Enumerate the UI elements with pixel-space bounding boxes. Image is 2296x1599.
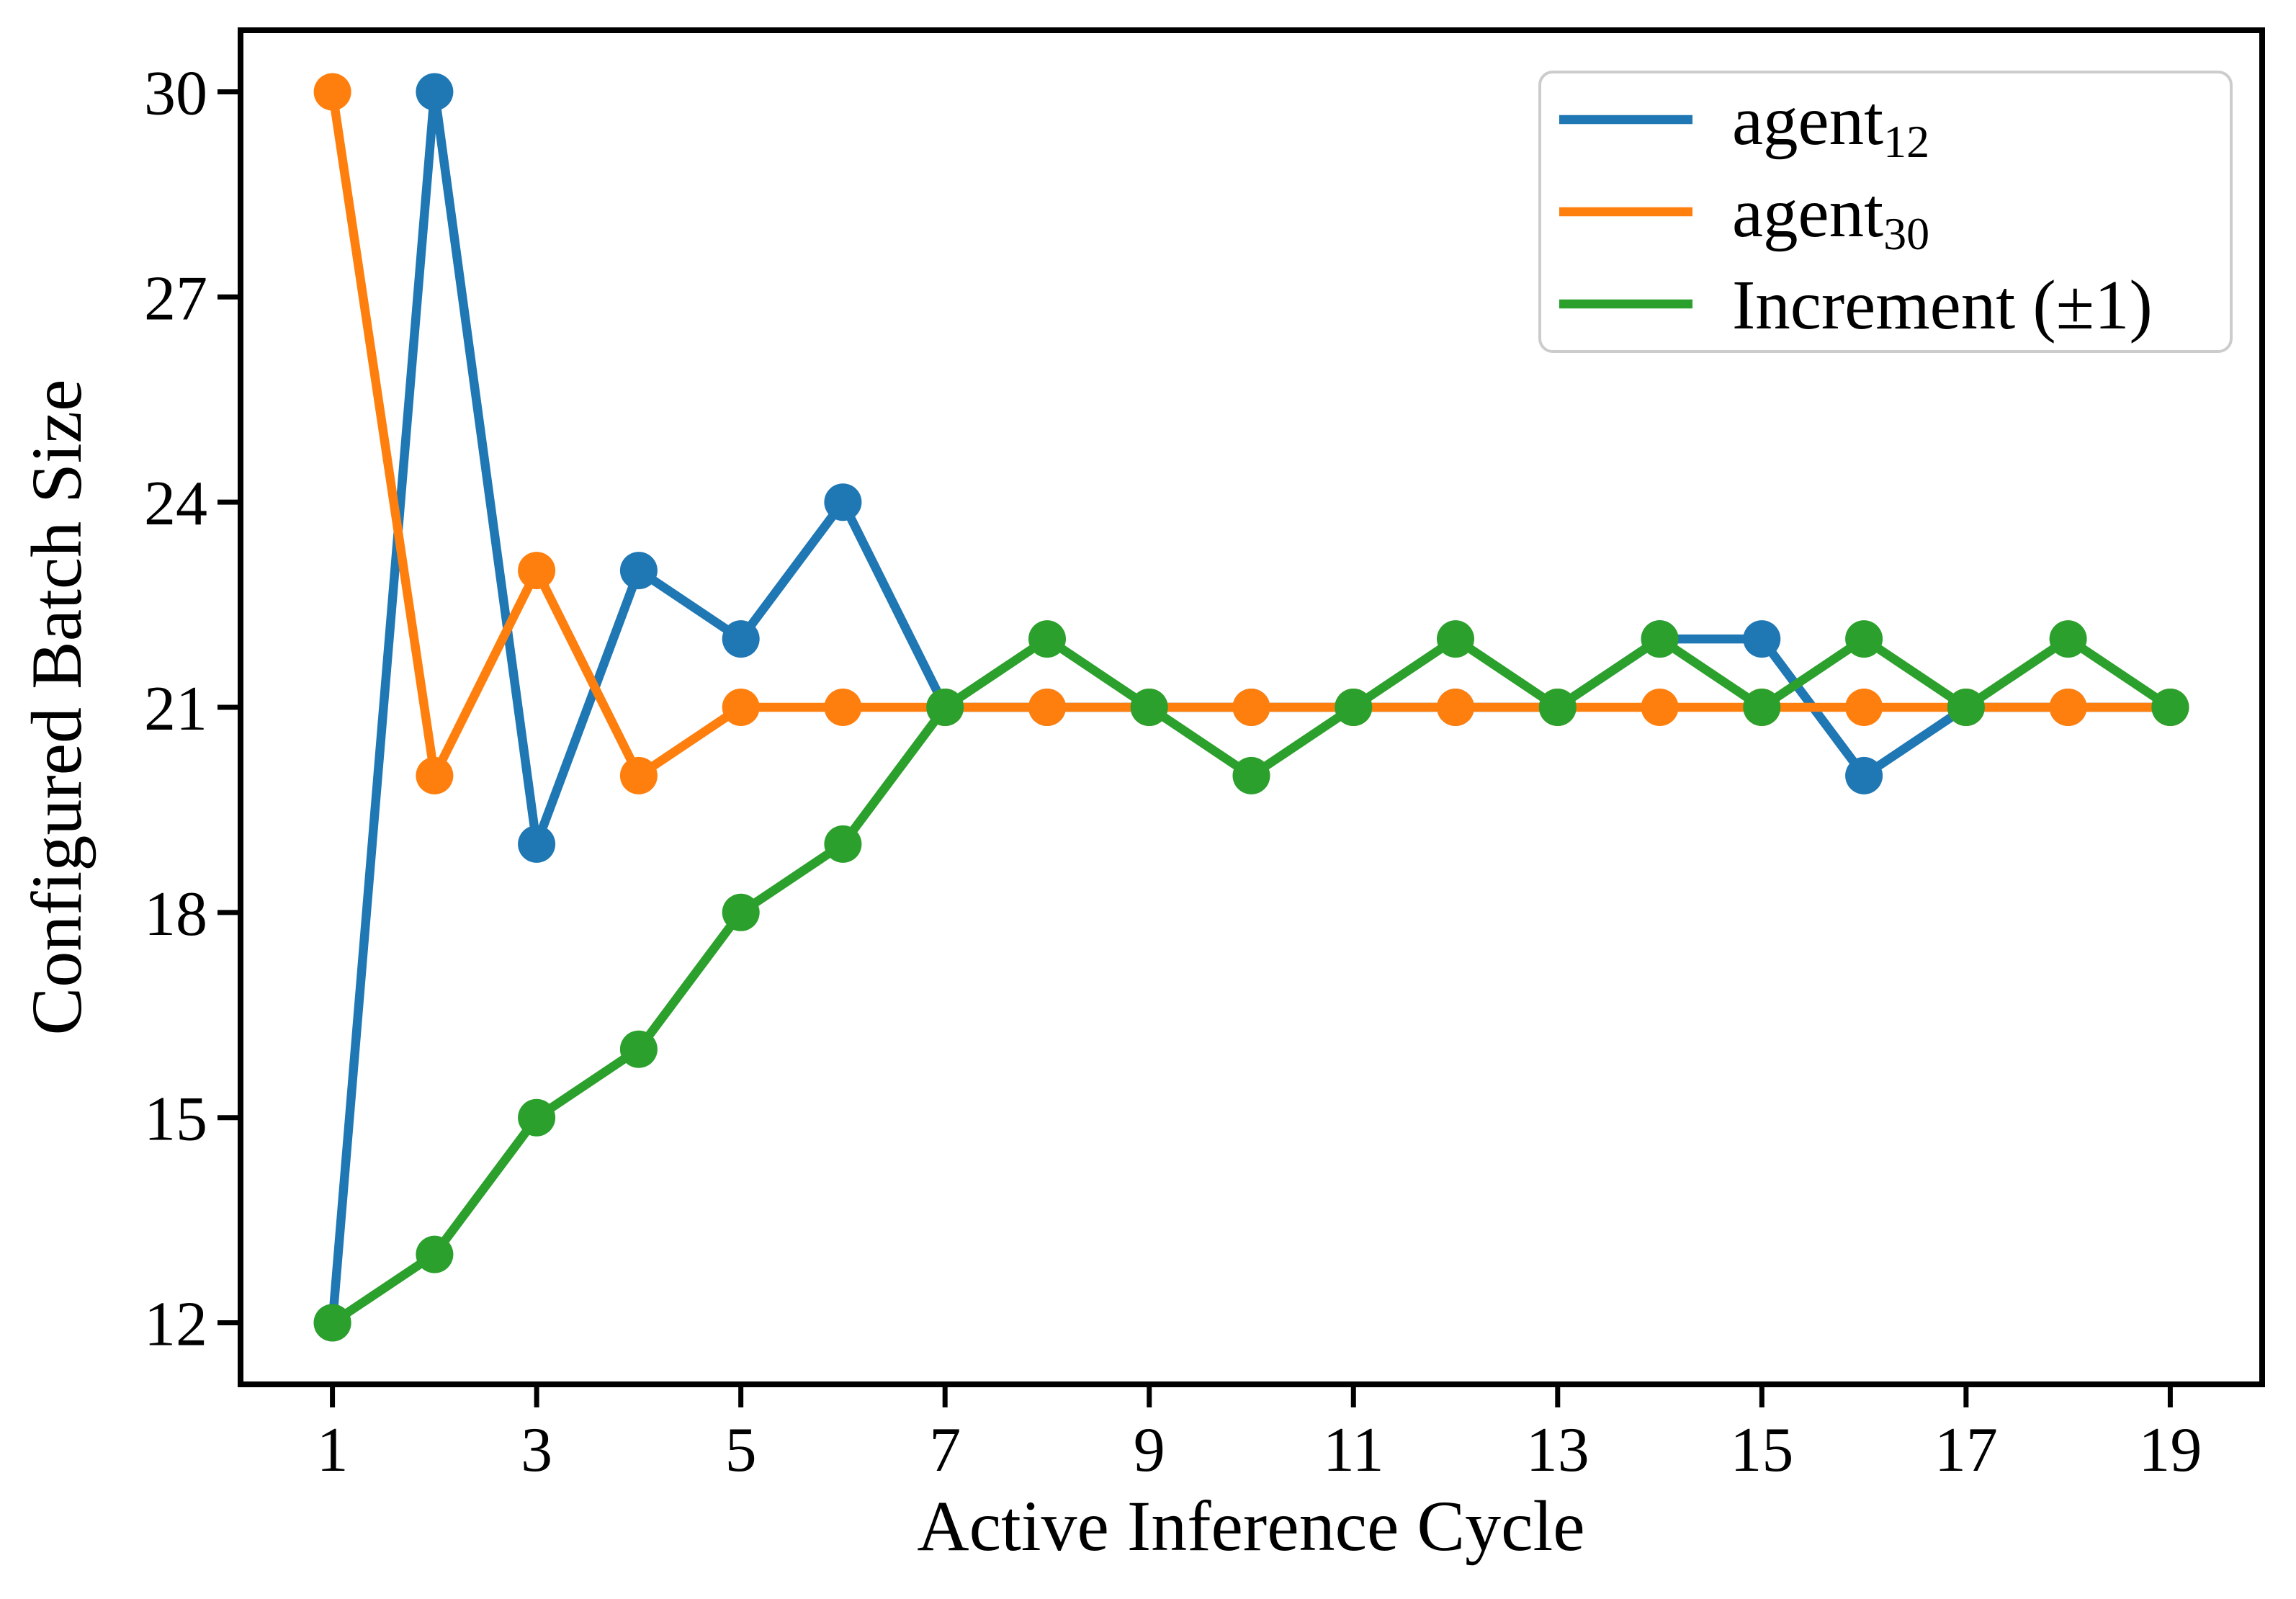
data-point — [722, 893, 760, 931]
x-tick-label: 13 — [1526, 1415, 1589, 1485]
data-point — [1947, 689, 1985, 726]
data-point — [722, 689, 760, 726]
data-point — [619, 756, 658, 794]
x-tick-label: 9 — [1134, 1415, 1165, 1485]
data-point — [619, 552, 658, 590]
y-tick-label: 27 — [144, 264, 207, 333]
data-point — [2151, 689, 2189, 726]
data-point — [1028, 689, 1066, 726]
y-tick-label: 12 — [144, 1290, 207, 1360]
plot-border — [238, 27, 2265, 1387]
data-point — [1437, 689, 1474, 726]
data-point — [1845, 620, 1883, 658]
data-point — [926, 689, 964, 726]
x-tick-label: 11 — [1323, 1415, 1384, 1485]
data-point — [1232, 689, 1270, 726]
data-point — [1028, 620, 1066, 658]
data-point — [1743, 689, 1781, 726]
x-tick-label: 5 — [725, 1415, 757, 1485]
data-point — [1437, 620, 1474, 658]
y-tick-label: 30 — [144, 58, 207, 128]
x-tick-label: 3 — [521, 1415, 552, 1485]
data-point — [2049, 620, 2087, 658]
x-tick-label: 19 — [2138, 1415, 2202, 1485]
data-point — [416, 1235, 454, 1273]
data-point — [313, 73, 351, 111]
y-tick-label: 24 — [144, 469, 207, 539]
x-tick-label: 1 — [317, 1415, 349, 1485]
legend-label: Increment (±1) — [1732, 266, 2153, 344]
y-tick-label: 21 — [144, 674, 207, 744]
series-layer — [313, 73, 2189, 1342]
data-point — [416, 73, 454, 111]
data-point — [1335, 689, 1373, 726]
x-axis-ticks: 1 3 5 7 9 11 13 15 17 19 — [317, 1384, 2202, 1485]
data-point — [313, 1304, 351, 1342]
data-point — [518, 825, 556, 863]
x-tick-label: 7 — [929, 1415, 961, 1485]
x-tick-label: 17 — [1934, 1415, 1998, 1485]
data-point — [1641, 689, 1679, 726]
data-point — [2049, 689, 2087, 726]
data-point — [1538, 689, 1577, 726]
x-axis-label: Active Inference Cycle — [917, 1486, 1584, 1566]
data-point — [722, 620, 760, 658]
y-tick-label: 15 — [144, 1085, 207, 1155]
x-tick-label: 15 — [1730, 1415, 1793, 1485]
legend-label: agent30 — [1732, 174, 1929, 259]
data-point — [1845, 756, 1883, 794]
data-point — [518, 1098, 556, 1137]
y-axis-label: Configured Batch Size — [17, 380, 97, 1036]
data-point — [1845, 689, 1883, 726]
data-point — [824, 483, 862, 521]
data-point — [1130, 689, 1168, 726]
y-axis-ticks: 12 15 18 21 24 27 30 — [144, 58, 241, 1360]
data-point — [824, 689, 862, 726]
data-point — [518, 552, 556, 590]
data-point — [416, 756, 454, 794]
legend-frame — [1538, 71, 2233, 353]
y-tick-label: 18 — [144, 879, 207, 949]
data-point — [1641, 620, 1679, 658]
data-point — [1232, 756, 1270, 794]
legend-label: agent12 — [1732, 82, 1929, 167]
data-point — [619, 1030, 658, 1068]
data-point — [824, 825, 862, 863]
data-point — [1743, 620, 1781, 658]
